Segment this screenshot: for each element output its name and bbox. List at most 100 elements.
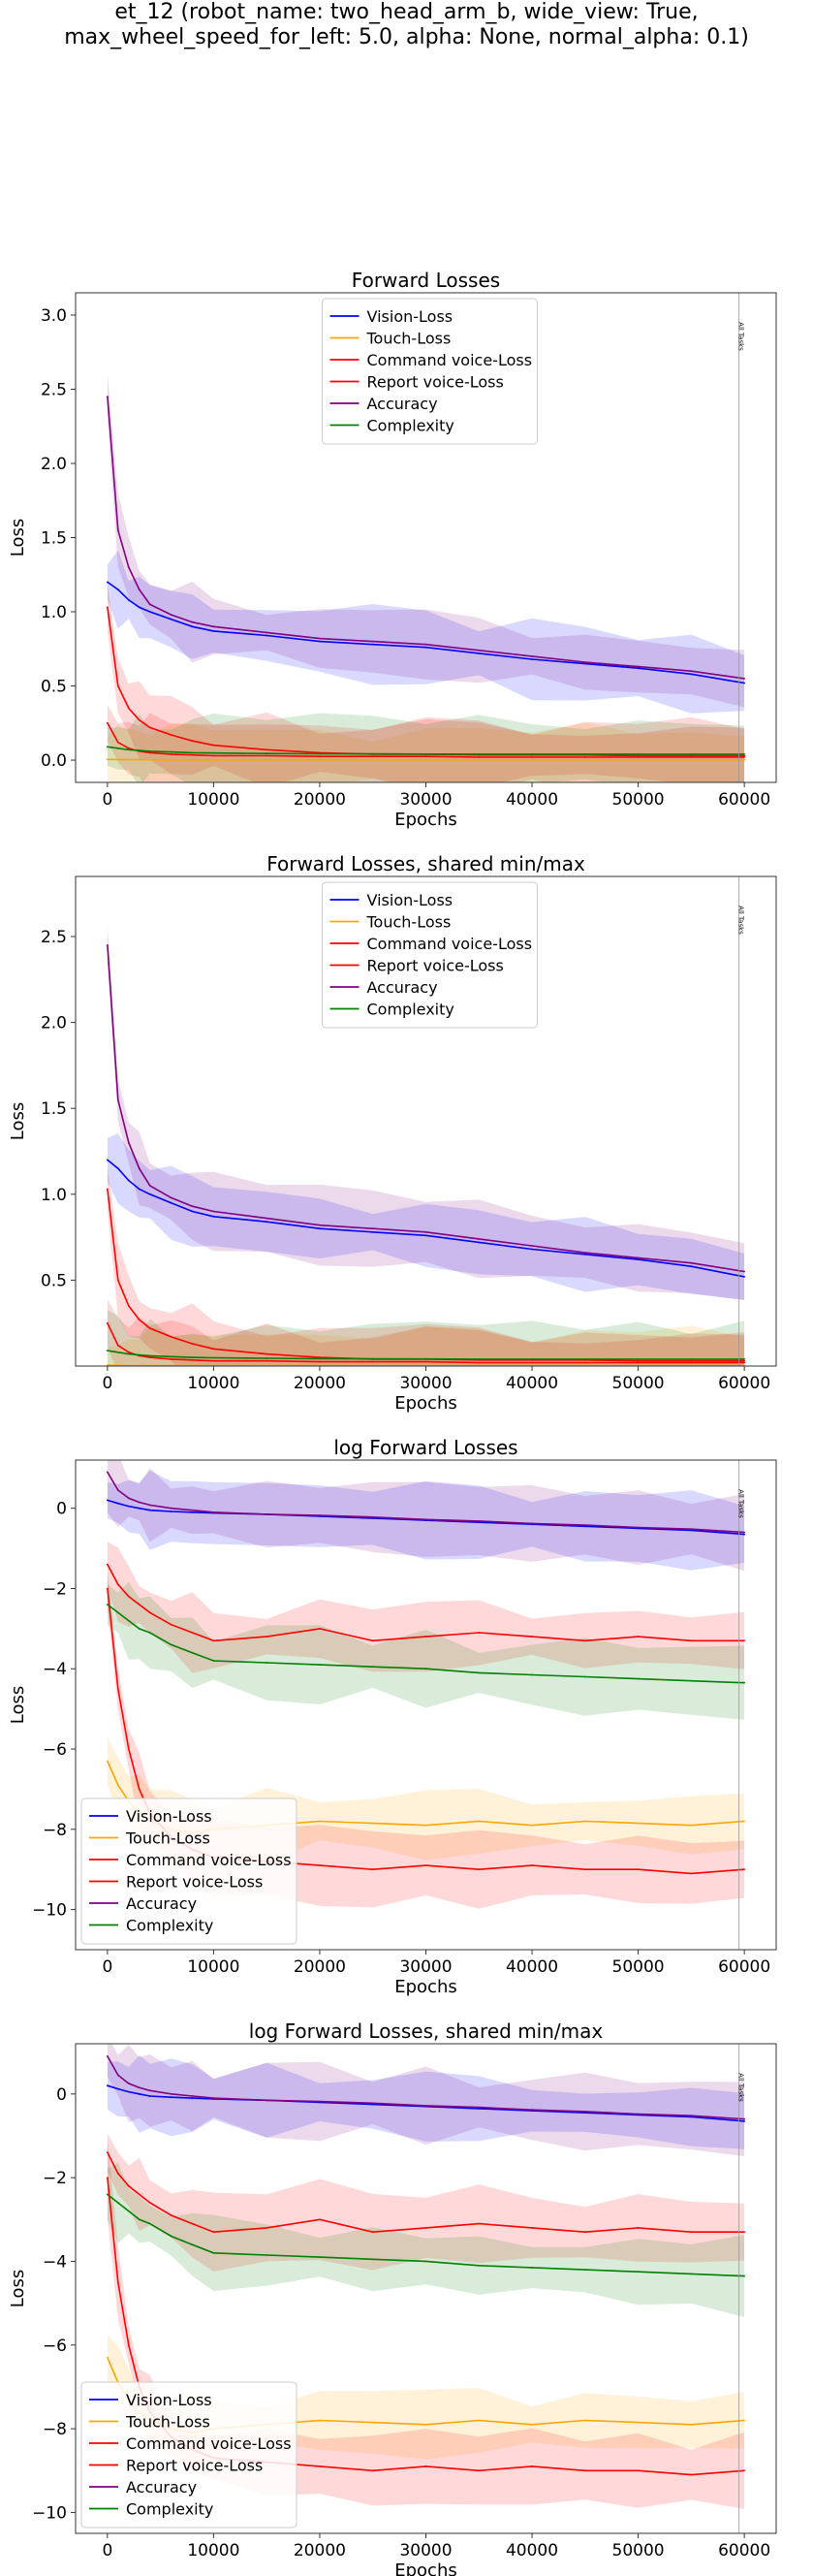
all-tasks-marker-label: All Tasks (737, 906, 745, 935)
point-vision-loss (371, 2103, 374, 2106)
legend-label-command-voice-loss: Command voice-Loss (126, 2434, 292, 2453)
point-command-voice-loss (371, 755, 374, 758)
line-command-voice-loss (107, 1564, 745, 1642)
point-complexity (212, 2251, 215, 2254)
point-command-voice-loss (424, 1360, 427, 1363)
legend-label-accuracy: Accuracy (126, 2478, 197, 2496)
point-touch-loss (212, 758, 215, 761)
point-vision-loss (478, 1521, 481, 1524)
point-complexity (371, 1666, 374, 1669)
point-accuracy (531, 1245, 533, 1247)
point-report-voice-loss (371, 2469, 374, 2472)
legend-label-report-voice-loss: Report voice-Loss (367, 373, 504, 392)
point-report-voice-loss (191, 740, 194, 743)
point-vision-loss (148, 2095, 151, 2097)
legend: Vision-Loss Touch-Loss Command voice-Loss R… (80, 2381, 297, 2528)
point-accuracy (424, 643, 427, 646)
point-command-voice-loss (107, 1321, 109, 1324)
point-accuracy (138, 2086, 141, 2089)
line-accuracy (107, 2055, 745, 2120)
point-command-voice-loss (212, 1359, 215, 1362)
point-vision-loss (138, 2092, 141, 2095)
point-accuracy (690, 2115, 693, 2117)
x-tick-label: 20000 (294, 1957, 346, 1977)
point-accuracy (743, 1270, 745, 1273)
point-touch-loss (371, 1822, 374, 1825)
point-accuracy (743, 1531, 745, 1534)
point-vision-loss (743, 682, 745, 684)
point-touch-loss (424, 758, 427, 761)
point-report-voice-loss (319, 2465, 321, 2467)
legend-box (80, 2381, 297, 2528)
point-accuracy (583, 1252, 586, 1254)
point-vision-loss (690, 2115, 693, 2118)
y-tick-label: 0.5 (41, 678, 67, 697)
point-complexity (191, 751, 194, 754)
point-vision-loss (127, 1505, 130, 1508)
band-vision-loss (107, 2054, 745, 2149)
point-complexity (107, 2193, 109, 2196)
y-tick-label: 3.0 (41, 306, 67, 326)
point-vision-loss (107, 2084, 109, 2087)
band-complexity (107, 1310, 745, 1366)
y-tick-label: 2.5 (41, 928, 67, 947)
x-tick-label: 10000 (187, 2541, 239, 2560)
point-complexity (107, 1350, 109, 1352)
point-vision-loss (170, 1511, 172, 1512)
legend-label-vision-loss: Vision-Loss (367, 307, 453, 326)
point-complexity (637, 1358, 640, 1360)
band-vision-loss (107, 1133, 745, 1300)
legend-box (322, 298, 538, 445)
point-vision-loss (583, 1253, 586, 1256)
point-accuracy (424, 1230, 427, 1233)
x-tick-label: 50000 (612, 790, 665, 810)
point-accuracy (266, 1513, 268, 1515)
x-tick-label: 0 (102, 1374, 112, 1393)
point-command-voice-loss (191, 1632, 194, 1634)
y-tick-label: 0 (56, 1500, 67, 1519)
point-vision-loss (107, 1499, 109, 1502)
point-vision-loss (266, 1221, 268, 1224)
point-vision-loss (148, 1193, 151, 1195)
point-touch-loss (583, 758, 586, 761)
point-complexity (107, 746, 109, 748)
point-accuracy (424, 2105, 427, 2107)
point-complexity (191, 1651, 194, 1654)
point-complexity (116, 1611, 119, 1614)
band-touch-loss (107, 1325, 745, 1366)
point-complexity (690, 1679, 693, 1682)
point-command-voice-loss (583, 756, 586, 758)
point-vision-loss (371, 643, 374, 646)
point-accuracy (266, 1217, 268, 1220)
point-command-voice-loss (148, 1611, 151, 1614)
point-accuracy (191, 620, 194, 623)
point-accuracy (138, 588, 141, 590)
point-accuracy (107, 396, 109, 398)
point-accuracy (690, 1261, 693, 1264)
point-accuracy (148, 1185, 151, 1187)
y-tick-label: −4 (43, 1660, 67, 1679)
point-command-voice-loss (531, 2227, 533, 2229)
point-accuracy (371, 1227, 374, 1230)
point-accuracy (107, 2055, 109, 2057)
point-report-voice-loss (107, 2177, 109, 2179)
band-report-voice-loss (107, 2137, 745, 2509)
suptitle-line-2: max_wheel_speed_for_left: 5.0, alpha: No… (64, 25, 749, 49)
point-complexity (170, 1643, 172, 1646)
point-touch-loss (319, 2419, 321, 2422)
point-accuracy (148, 1504, 151, 1507)
point-accuracy (107, 944, 109, 946)
point-accuracy (116, 1098, 119, 1101)
x-tick-label: 40000 (506, 1957, 558, 1977)
line-report-voice-loss (107, 1189, 745, 1362)
point-vision-loss (148, 1509, 151, 1511)
chart-title: Forward Losses (352, 269, 500, 292)
point-vision-loss (531, 658, 533, 660)
point-command-voice-loss (478, 756, 481, 758)
point-vision-loss (127, 2090, 130, 2093)
all-tasks-marker-label: All Tasks (737, 322, 745, 351)
line-complexity (107, 1604, 745, 1684)
point-report-voice-loss (116, 2281, 119, 2283)
point-command-voice-loss (212, 754, 215, 757)
